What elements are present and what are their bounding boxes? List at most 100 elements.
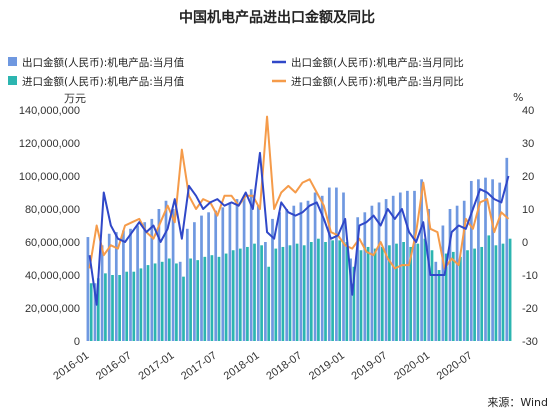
export-bar [356, 217, 360, 341]
export-bar [100, 245, 104, 341]
import-bar [451, 251, 455, 341]
export-bar [278, 212, 281, 341]
import-bar [508, 238, 512, 341]
export-bar [136, 225, 139, 341]
right-tick-label: 30 [522, 138, 534, 150]
import-bar [253, 243, 256, 341]
import-bar [295, 243, 299, 341]
import-bar [224, 253, 228, 341]
import-bar [380, 246, 384, 341]
import-bar [146, 265, 150, 341]
right-tick-label: -10 [522, 270, 538, 282]
import-bar [246, 246, 249, 341]
export-bar [178, 261, 182, 341]
x-tick-label: 2019-01 [307, 350, 347, 383]
export-bar [370, 205, 374, 341]
export-bar [455, 205, 459, 341]
bars [86, 157, 512, 341]
x-tick-label: 2020-07 [435, 350, 475, 383]
export-bar [114, 232, 118, 341]
export-bar [498, 182, 502, 341]
import-bar [139, 268, 143, 341]
import-bar [189, 258, 192, 341]
export-bar [129, 228, 132, 341]
legend-label-import-bar: 进口金额(人民币):机电产品:当月值 [22, 75, 185, 88]
import-bar [352, 266, 356, 341]
export-bar [427, 209, 431, 341]
import-bar [395, 243, 398, 341]
export-bar [377, 202, 381, 341]
import-bar [281, 246, 285, 341]
import-bar [444, 253, 448, 341]
export-bar [157, 209, 161, 341]
import-bar [459, 256, 462, 341]
x-tick-label: 2016-01 [51, 350, 91, 383]
import-bar [331, 240, 334, 341]
import-bar [430, 250, 434, 341]
export-bar [164, 200, 168, 341]
export-bar [285, 209, 289, 341]
export-yoy-line [88, 151, 510, 306]
import-bar [96, 278, 100, 341]
export-bar [448, 209, 452, 341]
left-tick-label: 60,000,000 [25, 237, 80, 249]
import-bar [274, 248, 278, 341]
export-bar [335, 187, 338, 341]
right-tick-label: 20 [522, 171, 534, 183]
legend-label-export-bar: 出口金额(人民币):机电产品:当月值 [22, 56, 185, 69]
import-bar [324, 242, 327, 341]
import-bar [231, 250, 235, 341]
left-tick-label: 80,000,000 [25, 204, 80, 216]
import-bar [473, 248, 476, 341]
export-bar [107, 233, 111, 341]
export-bar [200, 215, 203, 341]
import-bar [160, 261, 164, 341]
import-bar [402, 242, 405, 341]
left-tick-label: 40,000,000 [25, 270, 80, 282]
right-axis-unit: % [513, 91, 523, 104]
x-tick-label: 2017-01 [137, 350, 177, 383]
right-tick-label: -20 [522, 303, 538, 315]
left-tick-label: 100,000,000 [19, 171, 80, 183]
import-bar [494, 245, 498, 341]
legend-swatch-import-bar [8, 76, 17, 85]
export-bar [413, 190, 416, 341]
import-bar [416, 243, 420, 341]
import-bar [359, 250, 363, 341]
x-tick-label: 2018-07 [264, 350, 304, 383]
export-bar [491, 179, 494, 341]
right-axis-ticks: -30 -20 -10 0 10 20 30 40 [522, 105, 538, 348]
import-bar [238, 248, 242, 341]
legend-label-export-yoy: 出口金额(人民币):机电产品:当月同比 [291, 56, 464, 69]
import-bar [388, 245, 391, 341]
export-bar [441, 225, 445, 341]
x-tick-label: 2019-07 [350, 350, 390, 383]
export-bar [391, 195, 395, 341]
import-bar [437, 270, 441, 341]
export-bar [327, 187, 331, 341]
import-bar [466, 250, 469, 341]
export-bar [242, 195, 246, 341]
import-bar [175, 263, 178, 341]
export-bar [292, 205, 296, 341]
export-bar [363, 212, 367, 341]
export-bar [264, 242, 267, 341]
left-axis-ticks: 0 20,000,000 40,000,000 60,000,000 80,000,00… [19, 105, 80, 348]
import-bar [104, 273, 107, 341]
export-bar [320, 195, 324, 341]
export-bar [313, 192, 317, 341]
export-bar [235, 199, 239, 341]
import-bar [501, 243, 505, 341]
import-bar [317, 238, 320, 341]
left-tick-label: 0 [74, 336, 80, 348]
export-bar [171, 209, 175, 341]
export-bar [462, 200, 466, 341]
export-bar [93, 283, 97, 341]
x-tick-label: 2016-07 [94, 350, 134, 383]
import-bar [217, 256, 221, 341]
import-bar [153, 263, 157, 341]
import-bar [260, 245, 263, 341]
import-bar [423, 238, 427, 341]
import-bar [373, 248, 377, 341]
